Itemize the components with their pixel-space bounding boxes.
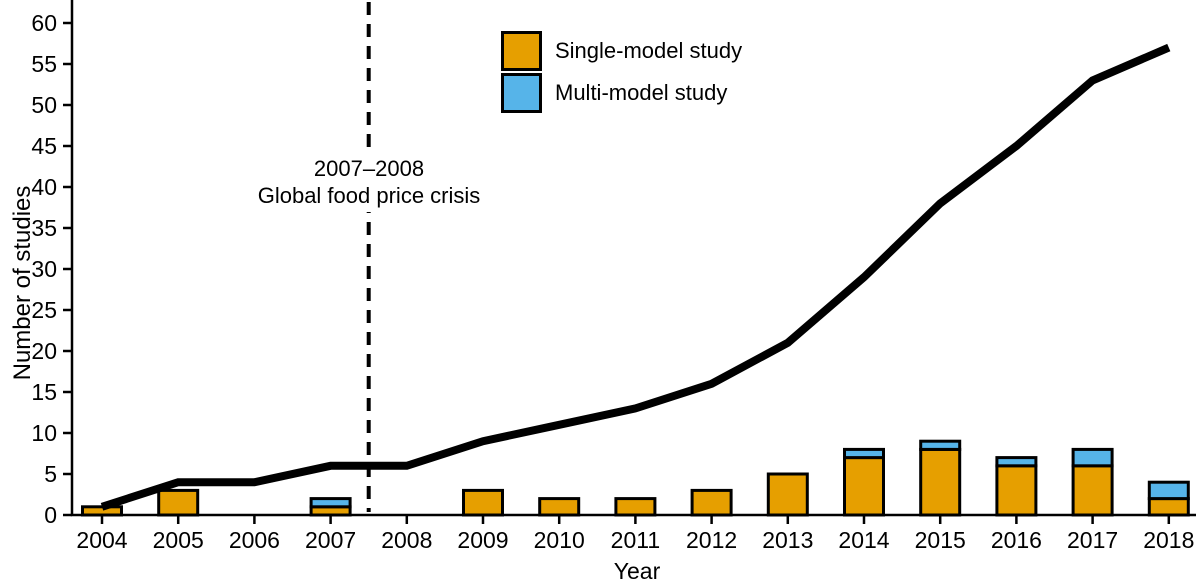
bar-multi-model-2017 (1071, 447, 1114, 468)
x-tick-label-2017: 2017 (1067, 527, 1118, 553)
y-tick-label-55: 55 (31, 51, 57, 77)
y-tick-label-35: 35 (31, 215, 57, 241)
y-tick-label-60: 60 (31, 10, 57, 36)
legend-item-multi-model: Multi-model study (501, 73, 742, 113)
x-tick-label-2014: 2014 (838, 527, 889, 553)
y-tick-label-20: 20 (31, 338, 57, 364)
chart-legend: Single-model study Multi-model study (501, 31, 742, 115)
x-tick-label-2005: 2005 (153, 527, 204, 553)
bar-single-model-2014 (843, 456, 885, 517)
x-tick-label-2015: 2015 (915, 527, 966, 553)
x-tick-label-2004: 2004 (76, 527, 127, 553)
single-model-swatch-icon (501, 31, 542, 71)
y-tick-label-0: 0 (44, 502, 57, 528)
x-tick-label-2018: 2018 (1143, 527, 1194, 553)
bar-single-model-2013 (766, 472, 809, 517)
bar-single-model-2017 (1071, 464, 1114, 517)
bar-single-model-2015 (919, 447, 962, 517)
bar-single-model-2005 (157, 488, 200, 517)
legend-label-multi-model: Multi-model study (555, 80, 728, 105)
bar-single-model-2012 (690, 488, 733, 517)
legend-label-single-model: Single-model study (555, 38, 743, 63)
x-tick-label-2016: 2016 (991, 527, 1042, 553)
bar-multi-model-2014 (843, 447, 885, 460)
y-tick-label-50: 50 (31, 92, 57, 118)
x-tick-label-2007: 2007 (305, 527, 356, 553)
x-tick-label-2008: 2008 (381, 527, 432, 553)
y-axis-ticks: 0 5 10 15 20 25 30 35 40 45 50 55 60 (31, 10, 72, 528)
y-tick-label-45: 45 (31, 133, 57, 159)
y-tick-label-10: 10 (31, 420, 57, 446)
bar-single-model-2016 (995, 464, 1038, 517)
axes-group (70, 0, 1196, 517)
bar-multi-model-2007 (309, 497, 352, 509)
cumulative-line (100, 43, 1171, 511)
legend-item-single-model: Single-model study (501, 31, 742, 71)
y-axis-title: Number of studies (9, 185, 36, 381)
y-tick-label-40: 40 (31, 174, 57, 200)
stacked-bars-group (81, 439, 1190, 517)
bar-single-model-2010 (538, 497, 581, 517)
annotation-line1: 2007–2008 (313, 156, 425, 181)
x-tick-label-2006: 2006 (229, 527, 280, 553)
bar-multi-model-2015 (919, 439, 962, 451)
x-tick-label-2012: 2012 (686, 527, 737, 553)
x-tick-label-2013: 2013 (762, 527, 813, 553)
y-tick-label-30: 30 (31, 256, 57, 282)
y-tick-label-5: 5 (44, 461, 57, 487)
y-tick-label-25: 25 (31, 297, 57, 323)
multi-model-swatch-icon (501, 73, 542, 113)
bar-single-model-2018 (1147, 497, 1190, 517)
x-tick-label-2011: 2011 (611, 527, 660, 553)
x-tick-label-2010: 2010 (534, 527, 585, 553)
x-axis-title: Year (613, 558, 661, 583)
bar-multi-model-2018 (1147, 480, 1190, 501)
food-price-crisis-annotation: 2007–2008 Global food price crisis (248, 152, 490, 212)
x-tick-label-2009: 2009 (457, 527, 508, 553)
bar-multi-model-2016 (995, 456, 1038, 468)
x-axis-ticks: 2004 2005 2006 2007 2008 2009 2010 2011 2012 2013… (76, 515, 1194, 553)
annotation-line2: Global food price crisis (257, 183, 481, 208)
bar-single-model-2009 (462, 488, 504, 517)
y-tick-label-15: 15 (31, 379, 57, 405)
bar-single-model-2011 (614, 497, 657, 517)
